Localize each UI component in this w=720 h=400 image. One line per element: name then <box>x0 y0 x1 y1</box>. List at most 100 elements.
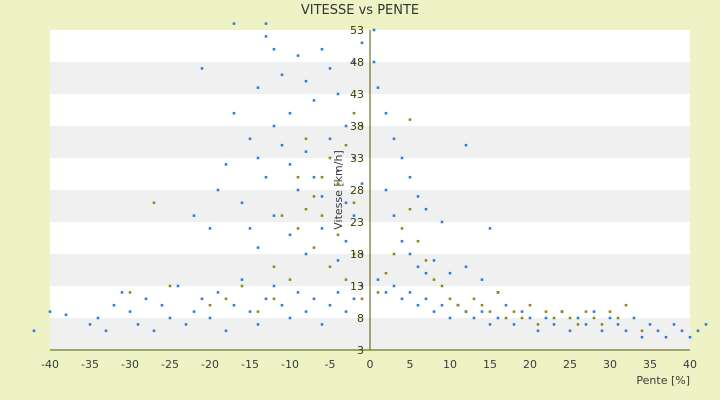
data-point-blue <box>568 329 572 333</box>
data-point-blue <box>136 323 140 326</box>
data-point-blue <box>336 169 340 173</box>
data-point-olive <box>168 284 172 288</box>
data-point-olive <box>344 278 348 281</box>
data-point-olive <box>336 182 340 185</box>
data-point-olive <box>392 252 396 256</box>
data-point-blue <box>184 323 188 326</box>
data-point-olive <box>496 291 500 294</box>
data-point-blue <box>320 227 324 230</box>
data-point-olive <box>304 207 308 211</box>
data-point-blue <box>288 233 292 237</box>
data-point-blue <box>656 329 660 333</box>
data-point-olive <box>296 227 300 230</box>
data-point-blue <box>400 297 404 301</box>
data-point-olive <box>320 175 324 179</box>
y-tick-label: 48 <box>350 56 364 69</box>
x-tick-label: 30 <box>603 358 617 371</box>
y-tick-label: 23 <box>350 216 364 229</box>
data-point-blue <box>624 329 628 333</box>
data-point-blue <box>352 156 356 160</box>
data-point-blue <box>408 291 412 294</box>
data-point-olive <box>440 284 444 288</box>
data-point-blue <box>304 79 308 83</box>
data-point-blue <box>48 310 52 313</box>
data-point-blue <box>248 137 252 141</box>
data-point-blue <box>416 303 420 307</box>
data-point-olive <box>408 207 412 211</box>
data-point-blue <box>336 291 340 294</box>
data-point-olive <box>312 195 316 198</box>
data-point-blue <box>384 291 388 294</box>
data-point-blue <box>288 111 292 115</box>
data-point-olive <box>432 278 436 281</box>
data-point-blue <box>372 60 376 64</box>
data-point-blue <box>208 227 212 230</box>
data-point-blue <box>256 156 260 160</box>
data-point-blue <box>200 297 204 301</box>
data-point-blue <box>384 111 388 115</box>
data-point-blue <box>392 214 396 217</box>
x-tick-label: -15 <box>241 358 259 371</box>
data-point-olive <box>592 316 596 320</box>
data-point-olive <box>464 310 468 313</box>
x-axis-ticks: -40 -35 -30 -25 -20 -15 -10 -5 0 5 10 15 20 25 30 35 40 <box>41 358 697 371</box>
data-point-blue <box>344 201 348 205</box>
data-point-blue <box>680 329 684 333</box>
data-point-blue <box>616 323 620 326</box>
data-point-blue <box>112 303 116 307</box>
data-point-olive <box>360 297 364 301</box>
data-point-olive <box>400 227 404 230</box>
data-point-olive <box>512 310 516 313</box>
data-point-blue <box>352 60 356 64</box>
data-point-blue <box>272 124 276 128</box>
data-point-olive <box>152 201 156 205</box>
data-point-blue <box>432 259 436 262</box>
data-point-olive <box>384 271 388 275</box>
data-point-blue <box>584 323 588 326</box>
data-point-blue <box>232 22 236 25</box>
data-point-blue <box>352 214 356 217</box>
data-point-blue <box>88 323 92 326</box>
data-point-blue <box>168 316 172 320</box>
data-point-blue <box>480 310 484 313</box>
data-point-blue <box>400 239 404 243</box>
data-point-blue <box>480 278 484 281</box>
data-point-olive <box>256 310 260 313</box>
data-point-blue <box>448 316 452 320</box>
data-point-blue <box>296 188 300 192</box>
data-point-blue <box>360 252 364 256</box>
data-point-blue <box>152 329 156 333</box>
data-point-olive <box>520 316 524 320</box>
data-point-blue <box>280 303 284 307</box>
data-point-blue <box>424 297 428 301</box>
data-point-blue <box>400 156 404 160</box>
data-point-blue <box>392 284 396 288</box>
data-point-blue <box>104 329 108 333</box>
data-point-blue <box>432 310 436 313</box>
y-tick-label: 33 <box>350 152 364 165</box>
data-point-blue <box>360 182 364 185</box>
data-point-blue <box>360 41 364 45</box>
data-point-blue <box>312 99 316 102</box>
data-point-olive <box>616 316 620 320</box>
data-point-blue <box>232 303 236 307</box>
data-point-blue <box>640 335 644 339</box>
data-point-blue <box>296 54 300 57</box>
data-point-blue <box>600 329 604 333</box>
data-point-blue <box>288 316 292 320</box>
x-tick-label: -5 <box>325 358 336 371</box>
data-point-blue <box>288 163 292 166</box>
x-tick-label: 5 <box>407 358 414 371</box>
data-point-olive <box>480 303 484 307</box>
data-point-olive <box>320 214 324 217</box>
data-point-blue <box>576 316 580 320</box>
data-point-olive <box>600 323 604 326</box>
data-point-olive <box>328 156 332 160</box>
data-point-blue <box>192 310 196 313</box>
x-tick-label: 20 <box>523 358 537 371</box>
data-point-blue <box>160 303 164 307</box>
data-point-olive <box>328 265 332 269</box>
data-point-blue <box>304 252 308 256</box>
